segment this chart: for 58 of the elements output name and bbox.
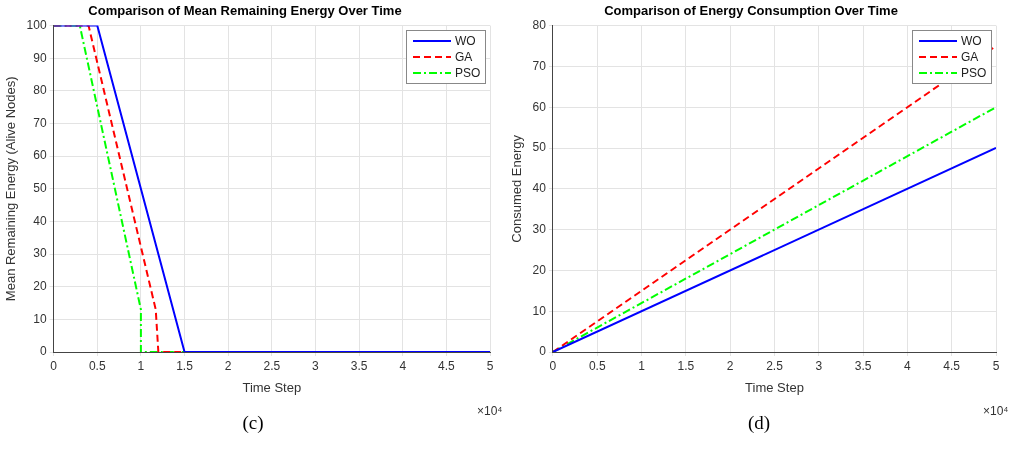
x-tick-label: 3.5 [854, 358, 872, 373]
x-tick-label: 4.5 [438, 358, 456, 373]
x-tick-label: 2.5 [766, 358, 784, 373]
x-tick-label: 1.5 [677, 358, 695, 373]
x-tick-label: 0 [549, 358, 557, 373]
y-tick-label: 10 [33, 311, 47, 326]
x-tick-label: 1 [638, 358, 646, 373]
y-axis-title: Consumed Energy [509, 134, 525, 243]
y-tick-label: 80 [532, 17, 547, 32]
y-tick-label: 0 [539, 344, 547, 359]
y-tick-label: 60 [33, 148, 47, 163]
x-tick-label: 0 [50, 358, 58, 373]
y-tick-label: 40 [33, 213, 47, 228]
x-tick-label: 5 [992, 358, 1000, 373]
x-tick-label: 2.5 [263, 358, 281, 373]
text: (c) [242, 412, 264, 434]
legend-label: GA [455, 48, 473, 65]
x-tick-label: 5 [486, 358, 494, 373]
x-tick-label: 0.5 [88, 358, 106, 373]
y-tick-label: 30 [532, 221, 547, 236]
x-tick-label: 0.5 [588, 358, 606, 373]
text: ×10⁴ [982, 404, 1010, 418]
y-axis-title: Mean Remaining Energy (Alive Nodes) [3, 76, 19, 302]
chart-title: Comparison of Energy Consumption Over Time [604, 3, 898, 19]
y-tick-label: 100 [26, 17, 47, 32]
x-tick-label: 3 [312, 358, 320, 373]
y-tick-label: 20 [532, 262, 547, 277]
x-tick-label: 4 [904, 358, 912, 373]
x-tick-label: 4.5 [943, 358, 961, 373]
y-tick-label: 70 [532, 58, 547, 73]
legend-label: PSO [455, 64, 481, 81]
y-tick-label: 60 [532, 99, 547, 114]
y-tick-label: 30 [33, 246, 47, 261]
text: ×10⁴ [476, 404, 504, 418]
y-tick-label: 90 [33, 50, 47, 65]
y-tick-label: 70 [33, 115, 47, 130]
legend-label: GA [961, 48, 979, 65]
x-tick-label: 3 [815, 358, 823, 373]
y-tick-label: 50 [33, 181, 47, 196]
y-tick-label: 40 [532, 181, 547, 196]
y-tick-label: 10 [532, 303, 547, 318]
y-tick-label: 50 [532, 140, 547, 155]
chart-title: Comparison of Mean Remaining Energy Over Time [88, 3, 402, 19]
x-tick-label: 3.5 [350, 358, 368, 373]
x-tick-label: 2 [726, 358, 734, 373]
x-tick-label: 4 [399, 358, 407, 373]
x-tick-label: 2 [224, 358, 232, 373]
y-tick-label: 80 [33, 83, 47, 98]
x-axis-title: Time Step [242, 379, 302, 395]
x-axis-title: Time Step [745, 379, 804, 395]
legend-label: WO [455, 32, 476, 49]
x-tick-label: 1 [137, 358, 145, 373]
text: (d) [747, 412, 771, 434]
legend-label: WO [961, 32, 982, 49]
y-tick-label: 0 [39, 344, 47, 359]
x-tick-label: 1.5 [176, 358, 194, 373]
legend-label: PSO [961, 64, 987, 81]
y-tick-label: 20 [33, 279, 47, 294]
